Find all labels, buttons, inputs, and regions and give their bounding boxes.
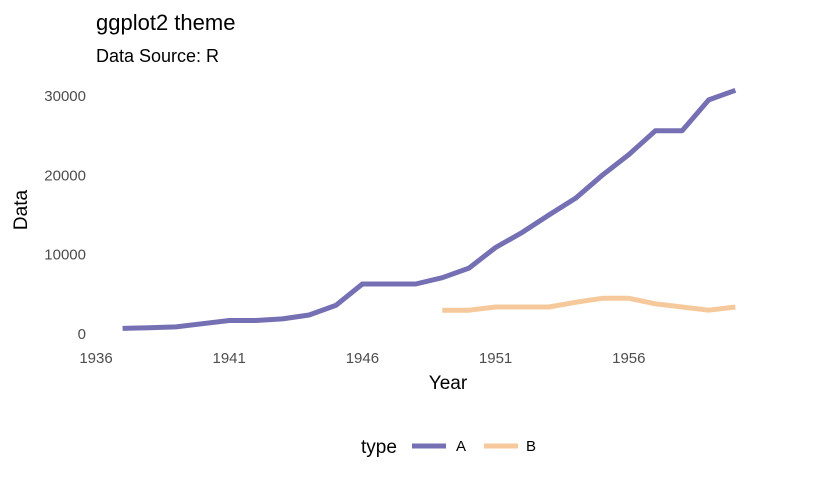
legend-label-a: A	[456, 438, 466, 455]
x-axis-ticks: 1936 1941 1946 1951 1956	[79, 350, 645, 367]
legend: type A B	[361, 437, 536, 458]
y-tick-label: 10000	[44, 247, 86, 264]
series-layer	[122, 87, 737, 331]
y-axis-title: Data	[11, 190, 32, 231]
y-tick-label: 0	[78, 326, 86, 343]
x-tick-label: 1951	[479, 350, 512, 367]
x-axis-title: Year	[429, 373, 468, 394]
y-tick-label: 20000	[44, 167, 86, 184]
x-tick-label: 1941	[213, 350, 246, 367]
legend-title: type	[361, 437, 397, 458]
chart-title: ggplot2 theme	[96, 10, 236, 35]
legend-label-b: B	[526, 438, 536, 455]
series-line-a	[122, 87, 737, 331]
series-line-b	[442, 295, 736, 313]
y-axis-ticks: 0 10000 20000 30000	[44, 88, 86, 343]
x-tick-label: 1946	[346, 350, 379, 367]
x-tick-label: 1936	[79, 350, 112, 367]
chart-subtitle: Data Source: R	[96, 46, 220, 66]
x-tick-label: 1956	[612, 350, 645, 367]
y-tick-label: 30000	[44, 88, 86, 105]
